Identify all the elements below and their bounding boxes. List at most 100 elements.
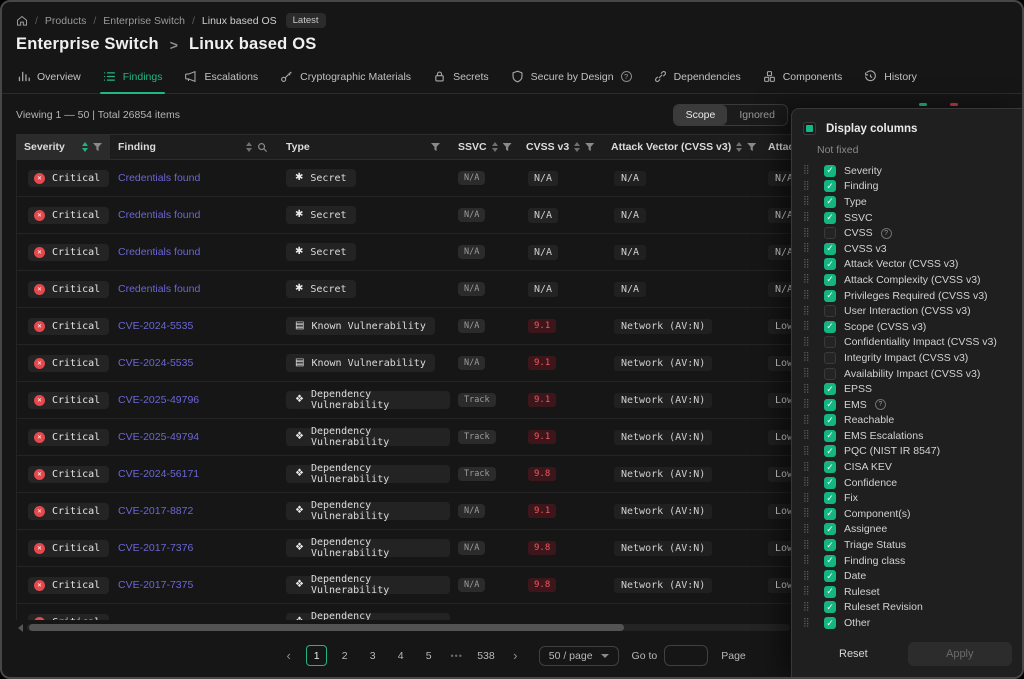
drag-handle-icon[interactable]: ⣿	[803, 274, 810, 285]
sort-icon[interactable]	[82, 142, 88, 152]
column-header-cvss-v3[interactable]: CVSS v3	[518, 135, 603, 159]
sort-icon[interactable]	[574, 142, 581, 152]
drag-handle-icon[interactable]: ⣿	[803, 321, 810, 332]
tab-secure-by-design[interactable]: Secure by Design ?	[500, 62, 643, 93]
search-icon[interactable]	[257, 142, 268, 153]
table-row[interactable]: ✕ Critical Credentials found ✱ Secret	[17, 197, 1012, 234]
pagination-item[interactable]: •••	[450, 650, 463, 661]
finding-link[interactable]: CVE-2017-8872	[118, 505, 194, 517]
breadcrumb-item-product[interactable]: Enterprise Switch	[103, 14, 185, 27]
tab-secrets[interactable]: Secrets	[422, 62, 500, 93]
apply-button[interactable]: Apply	[907, 641, 1012, 666]
drag-handle-icon[interactable]: ⣿	[803, 352, 810, 363]
scope-button[interactable]: Scope	[673, 105, 728, 125]
column-header-finding[interactable]: Finding	[110, 135, 278, 159]
table-row[interactable]: ✕ Critical CVE-2017-7375 ❖ Dependency Vu…	[17, 567, 1012, 604]
drag-handle-icon[interactable]: ⣿	[803, 383, 810, 394]
filter-icon[interactable]	[502, 142, 512, 152]
drag-handle-icon[interactable]: ⣿	[803, 570, 810, 581]
column-checkbox[interactable]: ✓	[824, 539, 836, 552]
drag-handle-icon[interactable]: ⣿	[803, 555, 810, 566]
column-checkbox[interactable]: ✓	[824, 585, 836, 598]
info-icon[interactable]: ?	[880, 227, 892, 239]
ignored-button[interactable]: Ignored	[739, 109, 775, 121]
column-checkbox[interactable]: ✓	[824, 227, 836, 240]
page-size-select[interactable]: 50 / page	[538, 645, 619, 666]
table-row[interactable]: ✕ Critical ❖ Dependency Vulnerability	[17, 604, 1012, 620]
drag-handle-icon[interactable]: ⣿	[803, 523, 810, 534]
column-checkbox[interactable]: ✓	[824, 195, 836, 208]
tab-cryptographic-materials[interactable]: Cryptographic Materials	[269, 62, 422, 93]
column-header-type[interactable]: Type	[278, 135, 450, 159]
column-checkbox[interactable]: ✓	[824, 336, 836, 349]
finding-link[interactable]: CVE-2024-5535	[118, 320, 194, 332]
pagination-item[interactable]: 2	[341, 649, 348, 662]
pagination-item[interactable]: ›	[513, 648, 518, 663]
drag-handle-icon[interactable]: ⣿	[803, 617, 810, 628]
column-checkbox[interactable]: ✓	[824, 414, 836, 427]
goto-page-input[interactable]	[664, 645, 709, 666]
finding-link[interactable]: Credentials found	[118, 209, 201, 221]
column-checkbox[interactable]: ✓	[824, 507, 836, 520]
column-header-ssvc[interactable]: SSVC	[450, 135, 518, 159]
tab-overview[interactable]: Overview	[6, 62, 92, 93]
drag-handle-icon[interactable]: ⣿	[803, 445, 810, 456]
scroll-left-arrow-icon[interactable]	[18, 623, 23, 632]
drag-handle-icon[interactable]: ⣿	[803, 461, 810, 472]
finding-link[interactable]: CVE-2024-56171	[118, 468, 200, 480]
drag-handle-icon[interactable]: ⣿	[803, 430, 810, 441]
column-checkbox[interactable]: ✓	[824, 367, 836, 380]
finding-link[interactable]: Credentials found	[118, 283, 201, 295]
tab-escalations[interactable]: Escalations	[173, 62, 269, 93]
pagination-item[interactable]: 1	[306, 645, 328, 666]
column-checkbox[interactable]: ✓	[824, 211, 836, 224]
column-checkbox[interactable]: ✓	[824, 429, 836, 442]
sort-icon[interactable]	[736, 142, 743, 152]
drag-handle-icon[interactable]: ⣿	[803, 601, 810, 612]
column-checkbox[interactable]: ✓	[824, 383, 836, 396]
drag-handle-icon[interactable]: ⣿	[803, 586, 810, 597]
finding-link[interactable]: CVE-2017-7375	[118, 579, 194, 591]
drag-handle-icon[interactable]: ⣿	[803, 305, 810, 316]
filter-icon[interactable]	[585, 142, 595, 152]
column-checkbox[interactable]: ✓	[824, 461, 836, 474]
filter-icon[interactable]	[93, 142, 102, 152]
drag-handle-icon[interactable]: ⣿	[803, 368, 810, 379]
column-checkbox[interactable]: ✓	[824, 351, 836, 364]
pagination-item[interactable]: ‹	[286, 648, 291, 663]
column-checkbox[interactable]: ✓	[824, 445, 836, 458]
column-checkbox[interactable]: ✓	[824, 180, 836, 193]
pagination-item[interactable]: 538	[477, 649, 495, 662]
column-checkbox[interactable]: ✓	[824, 242, 836, 255]
tab-findings[interactable]: Findings	[92, 62, 174, 94]
drag-handle-icon[interactable]: ⣿	[803, 336, 810, 347]
table-row[interactable]: ✕ Critical CVE-2024-5535 ▤ Known Vulnera…	[17, 345, 1012, 382]
column-checkbox[interactable]: ✓	[824, 492, 836, 505]
tab-dependencies[interactable]: Dependencies	[643, 62, 752, 93]
column-checkbox[interactable]: ✓	[824, 398, 836, 411]
column-header-severity[interactable]: Severity	[17, 135, 110, 159]
column-checkbox[interactable]: ✓	[824, 601, 836, 614]
column-checkbox[interactable]: ✓	[824, 554, 836, 567]
sort-icon[interactable]	[246, 142, 252, 152]
table-row[interactable]: ✕ Critical Credentials found ✱ Secret	[17, 271, 1012, 308]
column-checkbox[interactable]: ✓	[824, 273, 836, 286]
scrollbar-thumb[interactable]	[29, 624, 625, 631]
finding-link[interactable]: CVE-2025-49796	[118, 394, 200, 406]
pagination-item[interactable]: 5	[425, 649, 432, 662]
finding-link[interactable]: Credentials found	[118, 246, 201, 258]
tab-history[interactable]: History	[853, 62, 928, 93]
drag-handle-icon[interactable]: ⣿	[803, 508, 810, 519]
home-icon[interactable]	[16, 15, 28, 27]
info-icon[interactable]: ?	[620, 71, 632, 82]
column-checkbox[interactable]: ✓	[824, 305, 836, 318]
column-checkbox[interactable]: ✓	[824, 523, 836, 536]
pagination-item[interactable]: 4	[397, 649, 404, 662]
breadcrumb-item-version[interactable]: Linux based OS	[201, 14, 277, 27]
tab-components[interactable]: Components	[752, 62, 854, 93]
finding-link[interactable]: Credentials found	[118, 172, 201, 184]
drag-handle-icon[interactable]: ⣿	[803, 212, 810, 223]
column-checkbox[interactable]: ✓	[824, 476, 836, 489]
drag-handle-icon[interactable]: ⣿	[803, 477, 810, 488]
drag-handle-icon[interactable]: ⣿	[803, 539, 810, 550]
